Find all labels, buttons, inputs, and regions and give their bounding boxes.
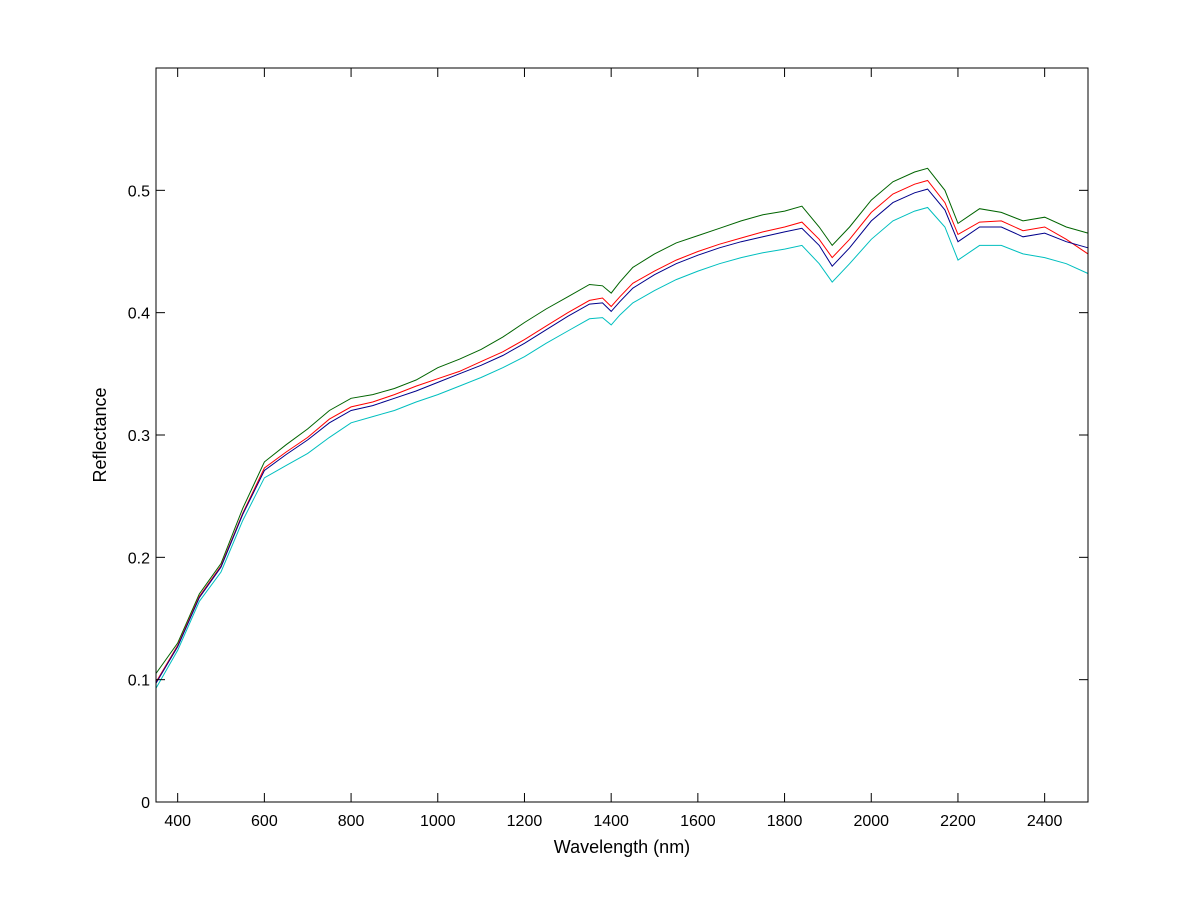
plot-frame (155, 67, 1089, 803)
y-tick-label: 0.4 (128, 306, 150, 323)
series-line-3 (155, 188, 1089, 684)
x-tick-label: 1800 (767, 813, 803, 830)
x-tick-label: 1000 (420, 813, 456, 830)
y-tick-label: 0.3 (128, 428, 150, 445)
x-axis-label: Wavelength (nm) (554, 837, 690, 857)
x-tick-label: 400 (164, 813, 191, 830)
y-tick-label: 0 (141, 795, 150, 812)
x-tick-label: 2200 (940, 813, 976, 830)
x-tick-label: 2400 (1027, 813, 1063, 830)
series-layer (155, 167, 1089, 689)
y-tick-label: 0.1 (128, 673, 150, 690)
tick-layer: 400 600 800 1000 1200 1400 1600 1800 2000 2200 240… (128, 68, 1088, 830)
x-tick-label: 1200 (507, 813, 543, 830)
y-tick-label: 0.2 (128, 550, 150, 567)
x-tick-label: 1400 (593, 813, 629, 830)
x-tick-label: 2000 (853, 813, 889, 830)
x-tick-label: 600 (251, 813, 278, 830)
y-tick-label: 0.5 (128, 183, 150, 200)
y-axis-label: Reflectance (90, 387, 110, 482)
series-line-2 (155, 179, 1089, 683)
series-line-1 (155, 167, 1089, 674)
series-line-4 (155, 206, 1089, 689)
x-tick-label: 800 (338, 813, 365, 830)
x-tick-label: 1600 (680, 813, 716, 830)
